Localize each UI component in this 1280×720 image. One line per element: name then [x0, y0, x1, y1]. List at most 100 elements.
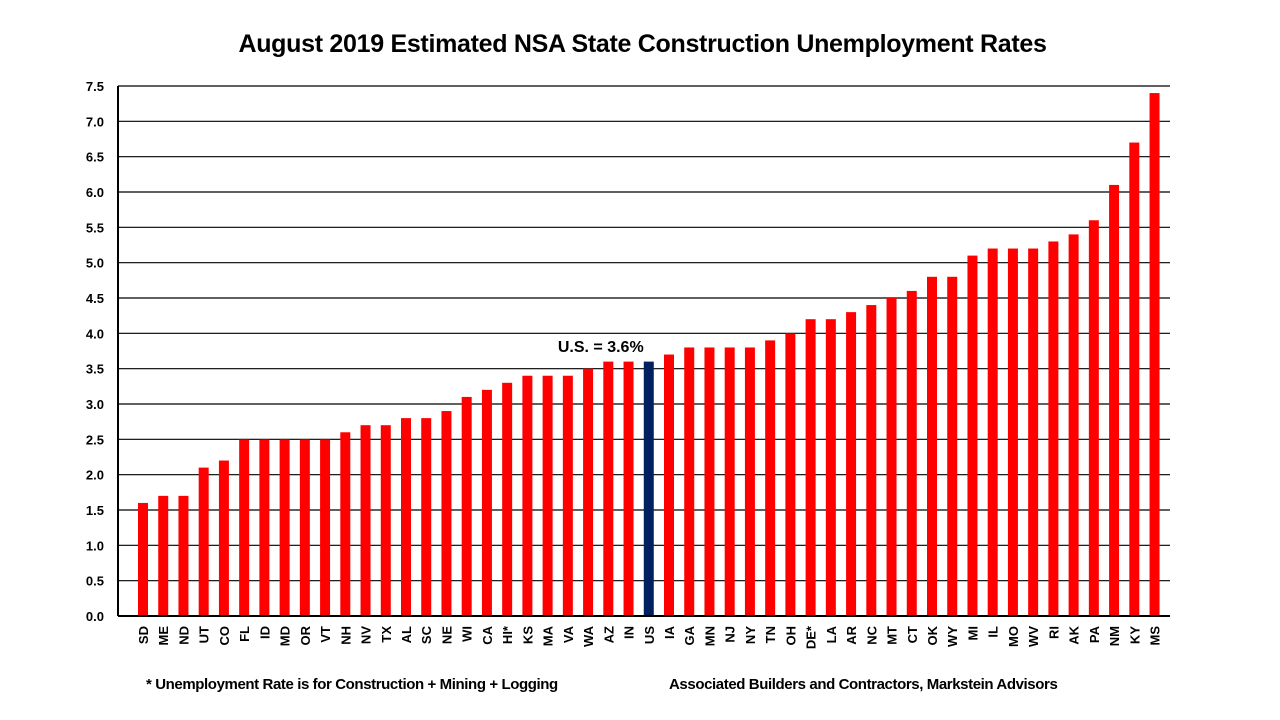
x-tick-label: TN — [763, 626, 778, 643]
x-tick-label: MI — [965, 626, 980, 640]
bar-me — [158, 495, 169, 616]
bar-al — [401, 418, 411, 616]
bar-il — [987, 248, 998, 617]
bar-hi — [502, 382, 513, 616]
bar-ky — [1129, 142, 1140, 617]
bar-wv — [1028, 248, 1039, 617]
bar-wa — [583, 368, 594, 616]
bar-ks — [522, 375, 533, 616]
y-tick-label: 5.5 — [86, 220, 104, 235]
bar-co — [218, 460, 229, 616]
x-tick-label: MT — [885, 626, 900, 645]
y-tick-label: 1.5 — [86, 503, 104, 518]
y-axis-tick-labels: 0.0 0.5 1.0 1.5 2.0 2.5 3.0 3.5 4.0 4.5 5.0 5.5 6.0 6… — [86, 79, 104, 624]
bar-ok — [927, 276, 937, 616]
x-tick-label: MO — [1006, 626, 1021, 647]
bar-ca — [481, 389, 492, 616]
x-tick-label: MA — [541, 625, 556, 646]
bar-de — [805, 319, 816, 616]
bar-nc — [866, 305, 877, 616]
bar-nv — [360, 425, 371, 616]
bar-in — [623, 361, 634, 616]
x-tick-label: TX — [379, 626, 394, 643]
x-tick-label: LA — [824, 625, 839, 643]
bar-az — [603, 361, 614, 616]
bar-nd — [178, 495, 189, 616]
x-tick-label: AL — [399, 626, 414, 643]
y-tick-label: 1.0 — [86, 538, 104, 553]
x-tick-label: AZ — [601, 626, 616, 643]
x-tick-label: NV — [359, 626, 374, 644]
bar-nh — [340, 432, 351, 616]
x-tick-label: WI — [460, 626, 475, 642]
bar-va — [562, 375, 573, 616]
bar-mn — [704, 347, 715, 616]
x-tick-label: WY — [945, 626, 960, 647]
x-tick-label: UT — [197, 626, 212, 643]
x-tick-label: IA — [662, 625, 677, 639]
x-tick-label: FL — [237, 626, 252, 642]
bar-id — [259, 439, 270, 616]
x-tick-label: SD — [136, 626, 151, 644]
bar-sc — [421, 418, 432, 616]
x-tick-label: NM — [1107, 626, 1122, 646]
x-tick-label: ND — [176, 626, 191, 645]
y-tick-label: 6.5 — [86, 150, 104, 165]
bar-ia — [664, 354, 674, 616]
chart-title: August 2019 Estimated NSA State Construc… — [238, 30, 1047, 58]
y-tick-label: 2.5 — [86, 432, 104, 447]
bar-ak — [1068, 234, 1079, 616]
x-tick-label: PA — [1087, 625, 1102, 643]
x-tick-label: ME — [156, 626, 171, 646]
x-tick-label: IL — [986, 626, 1001, 638]
x-axis-tick-labels: SD ME ND UT CO FL ID MD OR VT NH NV TX AL SC NE WI CA HI* K… — [136, 625, 1163, 649]
x-tick-label: OK — [925, 625, 940, 645]
x-tick-label: NJ — [723, 626, 738, 643]
bar-la — [825, 319, 836, 616]
y-tick-label: 0.0 — [86, 609, 104, 624]
bar-or — [299, 439, 310, 616]
bar-nj — [724, 347, 735, 616]
bar-wy — [947, 276, 958, 616]
bar-fl — [239, 439, 250, 616]
bar-ct — [906, 290, 917, 616]
x-tick-label: ID — [257, 626, 272, 639]
bar-tn — [765, 340, 776, 616]
x-tick-label: OR — [298, 625, 313, 645]
bar-mo — [1007, 248, 1018, 617]
x-tick-label: VA — [561, 625, 576, 643]
x-tick-label: NE — [439, 626, 454, 644]
bar-ut — [198, 467, 209, 616]
bar-mt — [886, 298, 897, 616]
x-tick-label: HI* — [500, 625, 515, 644]
bar-ne — [441, 411, 452, 616]
bar-ri — [1048, 241, 1059, 616]
bar-sd — [138, 502, 148, 616]
x-tick-label: NC — [864, 625, 879, 644]
x-tick-label: KY — [1127, 626, 1142, 644]
x-tick-label: US — [642, 626, 657, 644]
x-tick-label: WA — [581, 625, 596, 647]
x-tick-label: CT — [905, 626, 920, 643]
bars — [138, 93, 1160, 617]
bar-ma — [542, 375, 553, 616]
bar-ny — [744, 347, 755, 616]
x-tick-label: NY — [743, 626, 758, 644]
x-tick-label: AR — [844, 625, 859, 644]
bar-wi — [461, 396, 472, 616]
x-tick-label: NH — [338, 626, 353, 645]
bar-ar — [846, 312, 857, 616]
x-tick-label: MS — [1148, 626, 1163, 646]
bar-md — [279, 439, 290, 616]
y-tick-label: 2.0 — [86, 468, 104, 483]
footnote-source: Associated Builders and Contractors, Mar… — [669, 676, 1058, 693]
y-tick-label: 4.5 — [86, 291, 104, 306]
footnote-left: * Unemployment Rate is for Construction … — [146, 676, 558, 693]
x-tick-label: CO — [217, 626, 232, 646]
x-tick-label: GA — [682, 625, 697, 645]
x-tick-label: DE* — [804, 625, 819, 649]
y-tick-label: 5.0 — [86, 256, 104, 271]
x-tick-label: CA — [480, 625, 495, 644]
y-tick-label: 4.0 — [86, 326, 104, 341]
